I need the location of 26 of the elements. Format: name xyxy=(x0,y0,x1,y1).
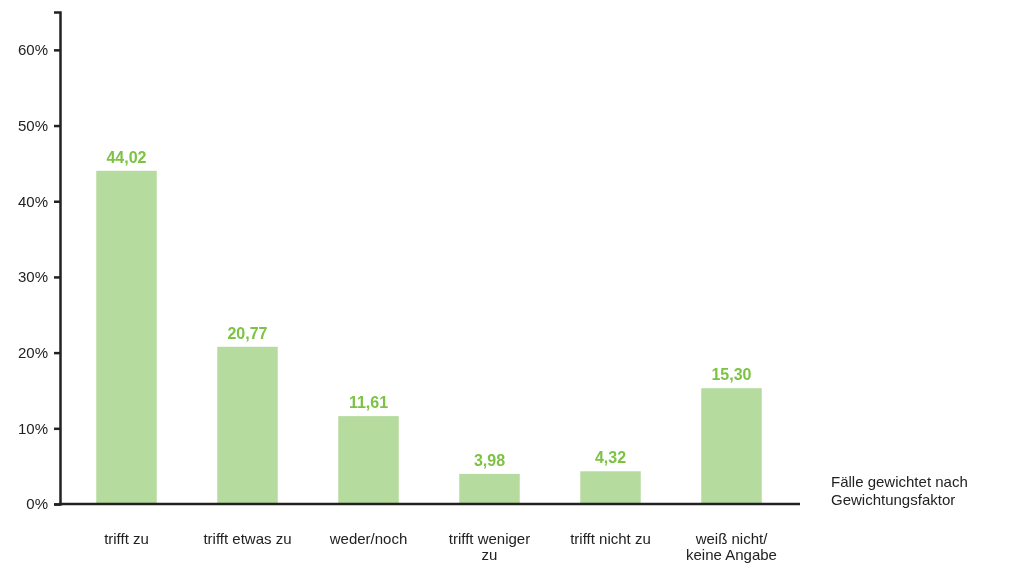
y-tick-label: 60% xyxy=(17,41,48,59)
x-tick-label: trifft weniger zu xyxy=(448,530,531,563)
y-tick-label: 0% xyxy=(26,495,48,513)
bar xyxy=(96,170,157,504)
y-tick-label: 40% xyxy=(17,192,48,210)
data-label: 4,32 xyxy=(594,449,627,467)
bar xyxy=(217,346,278,504)
text: Fälle gewichtet nach Gewichtungsfaktor xyxy=(831,473,968,508)
data-label: 15,30 xyxy=(711,366,752,384)
x-tick-label: trifft nicht zu xyxy=(570,530,651,547)
x-tick-label: trifft etwas zu xyxy=(203,530,292,547)
y-tick-label: 50% xyxy=(17,116,48,134)
bar xyxy=(338,416,399,504)
data-label: 3,98 xyxy=(473,451,506,469)
x-tick-label: trifft zu xyxy=(104,530,149,547)
x-tick-label: weder/noch xyxy=(328,530,408,547)
bar xyxy=(701,388,762,504)
data-label: 11,61 xyxy=(348,394,389,412)
data-label: 44,02 xyxy=(106,148,147,166)
y-tick-label: 10% xyxy=(17,419,48,437)
x-tick-label: weiß nicht/ keine Angabe xyxy=(686,530,777,563)
y-tick-label: 30% xyxy=(17,268,48,286)
y-tick-label: 20% xyxy=(17,343,48,361)
data-label: 20,77 xyxy=(227,324,268,342)
bar xyxy=(580,471,641,504)
bar xyxy=(459,473,520,504)
